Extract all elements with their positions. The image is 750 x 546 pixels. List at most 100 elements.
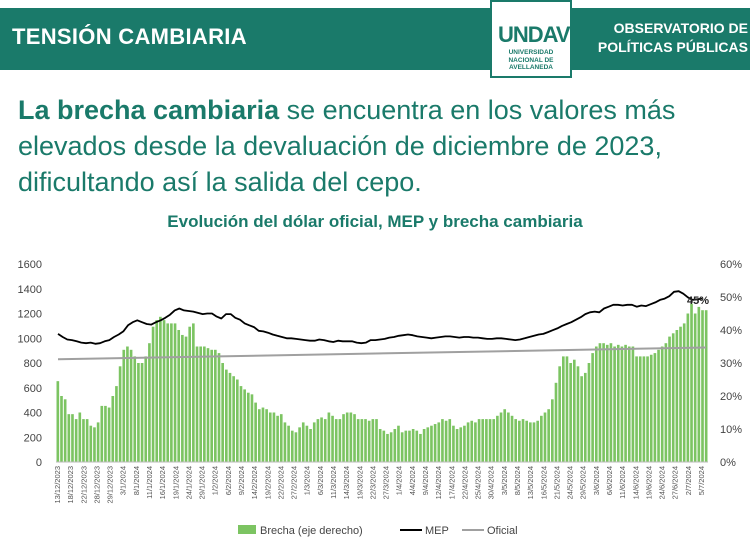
brecha-bar <box>228 372 232 462</box>
brecha-bar <box>448 419 452 462</box>
brecha-bar <box>151 326 155 462</box>
brecha-bar <box>257 409 261 462</box>
x-tick-label: 19/1/2024 <box>171 466 180 499</box>
brecha-bar <box>444 420 448 462</box>
brecha-bar <box>93 427 96 462</box>
x-tick-label: 28/12/2023 <box>92 466 101 504</box>
y-left-tick-label: 1600 <box>18 259 42 271</box>
brecha-bar <box>309 429 312 462</box>
brecha-bar <box>71 414 74 462</box>
headline-rest: se encuentra en los valores más elevados… <box>18 95 676 197</box>
x-tick-label: 29/1/2024 <box>198 466 207 499</box>
x-tick-label: 14/6/2024 <box>631 466 640 499</box>
brecha-bar <box>56 381 60 462</box>
brecha-bar <box>148 343 151 462</box>
legend-label-brecha: Brecha (eje derecho) <box>260 525 363 537</box>
x-tick-label: 27/2/2024 <box>290 466 299 499</box>
brecha-bar <box>279 414 283 462</box>
brecha-bar <box>627 346 631 462</box>
brecha-bar <box>400 432 404 462</box>
brecha-bar <box>177 330 181 462</box>
brecha-bar <box>452 425 455 462</box>
brecha-bar <box>184 336 188 462</box>
brecha-bar <box>455 429 459 462</box>
y-left-tick-label: 1400 <box>18 284 42 296</box>
x-tick-label: 24/5/2024 <box>566 466 575 499</box>
brecha-bar <box>529 422 532 462</box>
x-tick-label: 14/2/2024 <box>250 466 259 499</box>
x-tick-label: 18/12/2023 <box>66 466 75 504</box>
headline: La brecha cambiaria se encuentra en los … <box>18 92 738 200</box>
brecha-bar <box>598 343 602 462</box>
brecha-bar <box>78 412 82 462</box>
brecha-bar <box>272 412 276 462</box>
x-tick-label: 9/2/2024 <box>237 466 246 495</box>
brecha-bar <box>397 425 400 462</box>
y-right-tick-label: 40% <box>720 325 742 337</box>
brecha-bar <box>587 363 591 462</box>
brecha-bar <box>100 405 104 462</box>
brecha-bar <box>206 348 210 462</box>
brecha-bar <box>430 425 433 462</box>
brecha-bar <box>580 376 583 462</box>
brecha-bar <box>660 346 664 462</box>
brecha-bar <box>547 409 550 462</box>
header-bar: TENSIÓN CAMBIARIA UNDAV UNIVERSIDAD NACI… <box>0 0 750 78</box>
brecha-bar <box>342 414 345 462</box>
brecha-bar <box>126 346 129 462</box>
brecha-bar <box>540 415 543 462</box>
x-tick-label: 22/12/2023 <box>79 466 88 504</box>
legend-label-mep: MEP <box>425 525 449 537</box>
brecha-bar <box>653 353 657 462</box>
brecha-bar <box>404 430 408 462</box>
x-tick-label: 27/6/2024 <box>671 466 680 499</box>
brecha-bar <box>375 419 378 462</box>
brecha-bar <box>159 316 162 462</box>
brecha-bar <box>474 422 477 462</box>
observatory-band: OBSERVATORIO DE POLÍTICAS PÚBLICAS <box>572 8 750 70</box>
x-tick-label: 21/5/2024 <box>552 466 561 499</box>
x-tick-label: 25/4/2024 <box>474 466 483 499</box>
brecha-bar <box>675 330 679 462</box>
undav-logo: UNDAV UNIVERSIDAD NACIONAL DE AVELLANEDA <box>490 0 572 78</box>
brecha-bar <box>334 419 338 462</box>
x-tick-label: 19/2/2024 <box>263 466 272 499</box>
x-tick-label: 22/2/2024 <box>276 466 285 499</box>
brecha-bar <box>67 414 71 462</box>
legend-swatch-brecha <box>238 525 256 534</box>
brecha-bar <box>635 356 638 462</box>
x-tick-label: 29/12/2023 <box>106 466 115 504</box>
x-tick-label: 1/3/2024 <box>303 466 312 495</box>
brecha-bar <box>360 419 364 462</box>
brecha-bar <box>96 422 100 462</box>
brecha-bar <box>210 349 213 462</box>
brecha-bar <box>543 412 547 462</box>
brecha-bar <box>89 425 93 462</box>
brecha-bar <box>536 420 539 462</box>
brecha-bar <box>477 419 481 462</box>
brecha-bar <box>320 417 323 462</box>
brecha-bar <box>426 427 430 462</box>
brecha-bar <box>419 433 422 462</box>
brecha-bar <box>82 419 85 462</box>
brecha-bar <box>371 419 375 462</box>
logo-subtitle: UNIVERSIDAD NACIONAL DE AVELLANEDA <box>508 49 554 71</box>
brecha-bar <box>367 420 371 462</box>
brecha-bar <box>301 422 305 462</box>
brecha-bar <box>323 419 327 462</box>
brecha-bar <box>236 379 239 462</box>
x-tick-label: 16/5/2024 <box>539 466 548 499</box>
brecha-bar <box>140 363 144 462</box>
y-left-tick-label: 200 <box>24 432 42 444</box>
brecha-bar <box>437 422 441 462</box>
brecha-bar <box>60 396 63 462</box>
x-tick-label: 6/6/2024 <box>605 466 614 495</box>
x-tick-label: 3/6/2024 <box>592 466 601 495</box>
y-left-tick-label: 1200 <box>18 309 42 321</box>
x-tick-label: 27/3/2024 <box>382 466 391 499</box>
x-tick-label: 4/4/2024 <box>408 466 417 495</box>
brecha-bar <box>170 323 173 462</box>
brecha-bar <box>488 419 492 462</box>
brecha-bar <box>481 419 485 462</box>
brecha-bar <box>682 323 686 462</box>
